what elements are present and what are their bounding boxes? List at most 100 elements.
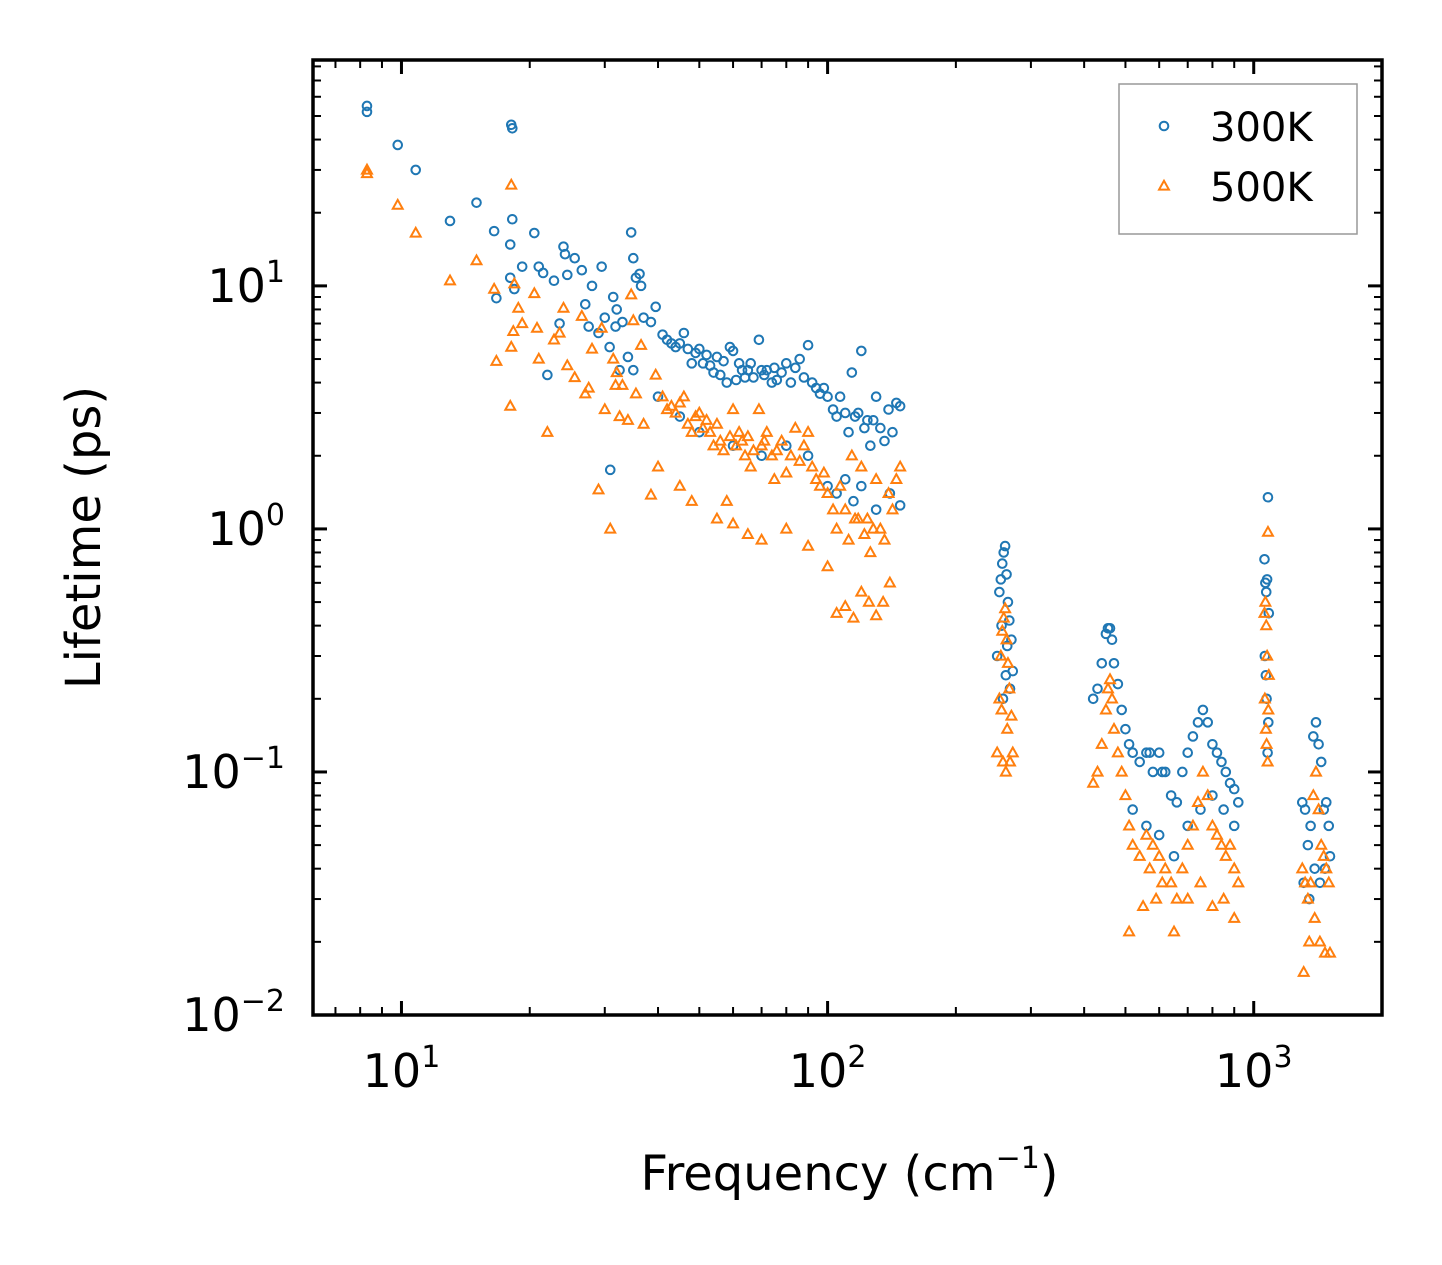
point-300K-214 <box>1309 863 1320 874</box>
point-300K-82 <box>776 367 787 378</box>
point-300K-68 <box>730 374 742 386</box>
point-500K-39 <box>626 313 640 326</box>
point-300K-55 <box>686 358 698 369</box>
point-500K-200 <box>1295 861 1309 874</box>
point-500K-25 <box>578 386 592 399</box>
point-500K-185 <box>1193 875 1208 888</box>
point-300K-15 <box>529 227 540 239</box>
x-tick-label: 103 <box>1215 1040 1293 1098</box>
point-300K-158 <box>1127 747 1139 759</box>
point-500K-80 <box>779 465 793 478</box>
point-500K-125 <box>710 511 724 524</box>
point-300K-30 <box>596 261 607 272</box>
point-500K-36 <box>615 378 630 390</box>
x-tick-label: 102 <box>789 1040 867 1098</box>
point-500K-211 <box>1297 964 1311 977</box>
point-300K-57 <box>694 343 705 355</box>
point-500K-156 <box>1122 818 1136 831</box>
point-300K-64 <box>718 355 729 367</box>
point-500K-111 <box>829 605 844 618</box>
point-300K-96 <box>834 391 846 402</box>
point-500K-41 <box>634 337 648 350</box>
point-300K-53 <box>678 327 690 339</box>
point-300K-23 <box>562 269 573 281</box>
point-300K-206 <box>1310 717 1322 728</box>
point-300K-183 <box>1153 829 1165 841</box>
point-300K-108 <box>875 422 886 434</box>
point-500K-40 <box>629 386 643 399</box>
point-300K-84 <box>785 377 797 388</box>
point-300K-142 <box>1000 669 1012 681</box>
point-300K-215 <box>1314 877 1326 889</box>
point-300K-119 <box>870 504 882 515</box>
point-300K-65 <box>721 377 733 388</box>
point-500K-144 <box>1000 721 1014 734</box>
point-500K-89 <box>817 465 831 478</box>
point-500K-66 <box>732 424 746 437</box>
point-300K-205 <box>1308 731 1319 742</box>
point-300K-107 <box>870 391 882 402</box>
point-500K-213 <box>1308 911 1322 923</box>
point-500K-91 <box>826 502 840 515</box>
y-tick-label: 10−2 <box>182 984 285 1042</box>
point-300K-171 <box>1192 717 1204 728</box>
point-500K-160 <box>1143 861 1157 874</box>
point-300K-106 <box>867 414 879 426</box>
point-300K-193 <box>1261 574 1273 585</box>
point-500K-207 <box>1314 837 1328 850</box>
point-500K-5 <box>469 253 484 266</box>
point-500K-45 <box>655 389 670 402</box>
point-500K-202 <box>1301 891 1315 904</box>
point-500K-195 <box>1258 691 1272 704</box>
point-300K-38 <box>617 316 628 328</box>
series-layer <box>360 100 1337 977</box>
point-300K-59 <box>701 349 712 361</box>
point-300K-165 <box>1159 766 1171 778</box>
point-500K-81 <box>784 448 798 461</box>
point-300K-1 <box>361 106 373 118</box>
point-300K-134 <box>998 547 1010 558</box>
point-500K-98 <box>851 511 865 524</box>
point-500K-82 <box>788 420 802 433</box>
point-500K-35 <box>612 409 627 422</box>
point-500K-188 <box>1227 911 1241 923</box>
point-300K-33 <box>604 464 616 476</box>
point-300K-17 <box>537 267 549 279</box>
point-300K-99 <box>846 367 858 378</box>
point-300K-135 <box>999 540 1011 552</box>
point-500K-166 <box>1170 891 1184 904</box>
point-500K-11 <box>504 339 518 352</box>
point-500K-30 <box>598 402 612 415</box>
point-500K-44 <box>649 367 663 380</box>
point-500K-113 <box>846 610 861 623</box>
point-500K-159 <box>1139 827 1154 840</box>
point-500K-18 <box>540 424 555 437</box>
point-300K-202 <box>1299 804 1311 815</box>
point-500K-14 <box>515 316 529 329</box>
point-300K-5 <box>471 197 482 208</box>
point-500K-124 <box>820 559 835 572</box>
point-500K-106 <box>877 532 892 545</box>
point-500K-175 <box>1214 837 1229 850</box>
point-300K-26 <box>579 298 591 310</box>
point-500K-3 <box>409 225 423 238</box>
point-500K-133 <box>997 610 1011 623</box>
point-500K-34 <box>610 365 624 378</box>
point-300K-45 <box>638 312 649 323</box>
point-500K-15 <box>527 286 541 299</box>
point-300K-8 <box>506 123 518 134</box>
point-500K-33 <box>608 378 623 390</box>
point-500K-90 <box>820 486 835 499</box>
point-300K-210 <box>1320 797 1332 808</box>
point-500K-95 <box>841 532 856 545</box>
point-300K-169 <box>1182 747 1194 759</box>
point-300K-121 <box>894 500 906 511</box>
x-tick-label: 101 <box>363 1040 441 1098</box>
point-300K-34 <box>607 291 619 303</box>
point-300K-148 <box>1096 657 1108 669</box>
y-tick-label: 100 <box>207 498 285 556</box>
point-300K-151 <box>1104 623 1116 634</box>
point-500K-16 <box>530 320 544 333</box>
point-500K-169 <box>1186 818 1200 831</box>
